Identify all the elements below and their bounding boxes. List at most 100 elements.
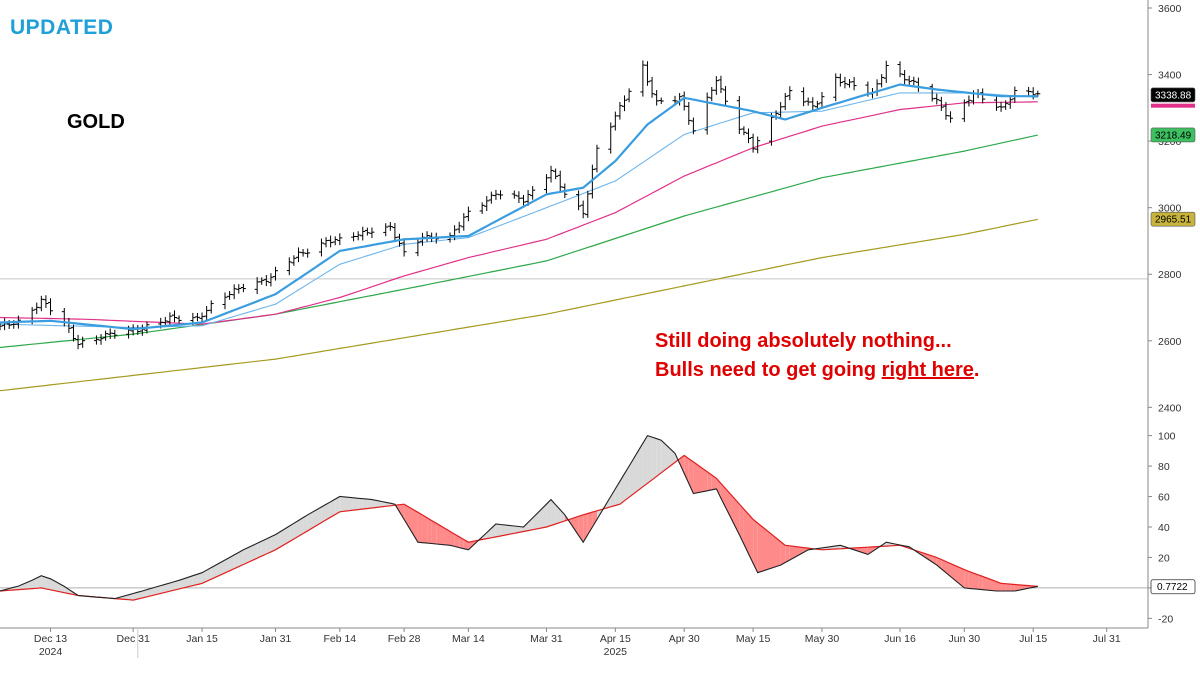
ohlc-bar [686,101,692,125]
fill-bull [133,592,138,601]
fill-bull [610,488,616,507]
fill-bull [495,524,501,537]
fill-bull [514,526,519,534]
fill-bull [303,514,308,534]
fill-bear [936,557,942,569]
ohlc-bar [911,76,917,86]
ohlc-bar [787,86,793,101]
price-label-badge: 3218.49 [1150,127,1196,143]
ohlc-bar [750,133,756,153]
x-tick-label: Dec 31 [117,633,150,645]
ohlc-bar [961,99,967,122]
ohlc-bar [268,273,274,287]
fill-bear [753,519,758,573]
ohlc-bar [75,334,81,350]
ohlc-bar [498,190,504,200]
ohlc-bar [318,238,324,257]
fill-bull [353,497,359,511]
fill-bear [1010,584,1015,591]
fill-bull [321,504,326,523]
ohlc-bar [355,231,361,241]
x-tick-label: Mar 31 [530,633,563,645]
ohlc-bar [401,238,407,257]
fill-bear [854,547,868,555]
ohlc-bar [1003,100,1009,110]
ohlc-bar [709,87,715,102]
ohlc-bar [704,92,710,135]
fill-bull [647,435,653,484]
oscillator-line [0,434,1038,600]
ohlc-bar [493,189,499,200]
price-y-tick-label: 3000 [1158,203,1182,215]
ohlc-bar [723,86,729,106]
ohlc-bar [948,111,954,123]
ohlc-bar [837,73,843,87]
fill-bull [50,578,65,593]
fill-bear [867,546,873,555]
ohlc-bar [902,70,908,85]
ohlc-bar [874,79,880,96]
ohlc-bar [585,190,591,218]
ohlc-bar [305,248,311,258]
ohlc-bar [80,336,86,348]
ohlc-bar [295,247,301,263]
ohlc-bar [801,87,807,107]
fill-bear [684,455,689,484]
x-tick-label: Jun 30 [949,633,981,645]
fill-bear [436,523,450,546]
fill-bear [950,563,965,588]
annotation-line-2-suffix: . [973,359,980,381]
fill-bear [968,571,974,589]
symbol-title: GOLD [67,111,125,133]
ohlc-bar [332,236,338,246]
fill-bull [358,498,363,510]
fill-bull [528,517,533,531]
fill-bull [202,570,207,584]
fill-bull [36,575,42,589]
fill-bear [739,504,744,545]
fill-bull [41,575,46,589]
ohlc-bar [488,191,494,204]
fill-bull [270,534,276,552]
ohlc-bar [640,60,646,97]
ohlc-bar [1012,86,1018,103]
ohlc-bar [553,168,559,180]
fill-bull [128,593,134,601]
fill-bull [192,574,198,586]
ohlc-bar [713,76,719,95]
ohlc-bar [943,102,949,120]
price-label-text: 2965.51 [1155,215,1192,226]
ohlc-bar [328,235,334,248]
ohlc-bar [557,170,563,192]
fill-bear [757,523,772,573]
fill-bull [234,552,239,569]
ohlc-bar [626,88,632,103]
fill-bull [555,504,561,524]
fill-bear [982,576,997,591]
ohlc-bar [879,74,885,88]
osc-y-tick-label: 20 [1158,552,1170,564]
fill-bull [137,591,143,599]
ohlc-bar [415,238,421,257]
fill-bear [592,510,597,527]
ohlc-bar [934,93,940,105]
ohlc-bar [351,232,357,242]
fill-bear [404,504,418,543]
fill-bear [973,573,979,590]
annotation: Still doing absolutely nothing... Bulls … [655,327,979,385]
ohlc-bar [745,128,751,144]
price-label-badge: 2965.51 [1150,211,1196,227]
ohlc-bar [594,144,600,173]
fill-bear [711,475,717,490]
fill-bull [532,504,547,530]
ohlc-bar [617,102,623,120]
ohlc-bar [112,329,118,339]
fill-bull [289,523,294,542]
price-y-tick-label: 3600 [1158,3,1182,15]
ohlc-bar [231,284,237,300]
ohlc-bar [387,221,393,231]
signal-line [0,454,1038,601]
fill-bull [225,557,230,573]
axes: 2400260028003000320034003600-20020406080… [0,0,1196,658]
price-y-tick-label: 2800 [1158,269,1182,281]
